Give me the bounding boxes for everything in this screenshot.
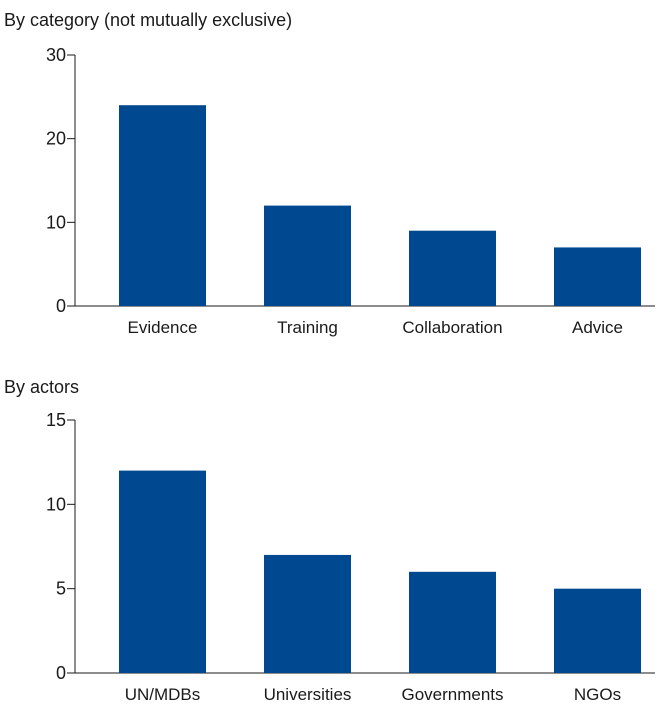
category-chart: By category (not mutually exclusive) 0 10…	[4, 10, 655, 337]
bar-collaboration	[409, 230, 496, 306]
x-tick-label: UN/MDBs	[125, 685, 201, 704]
bar-universities	[264, 554, 351, 673]
bar-evidence	[119, 105, 206, 306]
x-tick-label: Governments	[401, 685, 503, 704]
chart-title: By actors	[4, 377, 79, 397]
x-tick-label: Universities	[264, 685, 352, 704]
x-tick-label: Collaboration	[402, 318, 502, 337]
bar-training	[264, 205, 351, 306]
x-tick-label: Advice	[572, 318, 623, 337]
bar-un-mdbs	[119, 470, 206, 673]
y-tick-label: 5	[56, 579, 66, 599]
bar-governments	[409, 571, 496, 673]
y-tick-label: 10	[46, 494, 66, 514]
bar-ngos	[554, 588, 641, 673]
y-tick-label: 30	[46, 45, 66, 65]
y-tick-label: 0	[56, 296, 66, 316]
x-tick-label: Evidence	[128, 318, 198, 337]
y-tick-label: 0	[56, 663, 66, 683]
y-tick-label: 15	[46, 410, 66, 430]
actors-chart: By actors 0 5 10 15 UN/MDBs Universities Gover…	[4, 377, 655, 704]
bar-advice	[554, 247, 641, 306]
x-tick-label: NGOs	[574, 685, 621, 704]
chart-title: By category (not mutually exclusive)	[4, 10, 292, 30]
y-tick-label: 10	[46, 212, 66, 232]
y-tick-label: 20	[46, 129, 66, 149]
x-tick-label: Training	[277, 318, 338, 337]
